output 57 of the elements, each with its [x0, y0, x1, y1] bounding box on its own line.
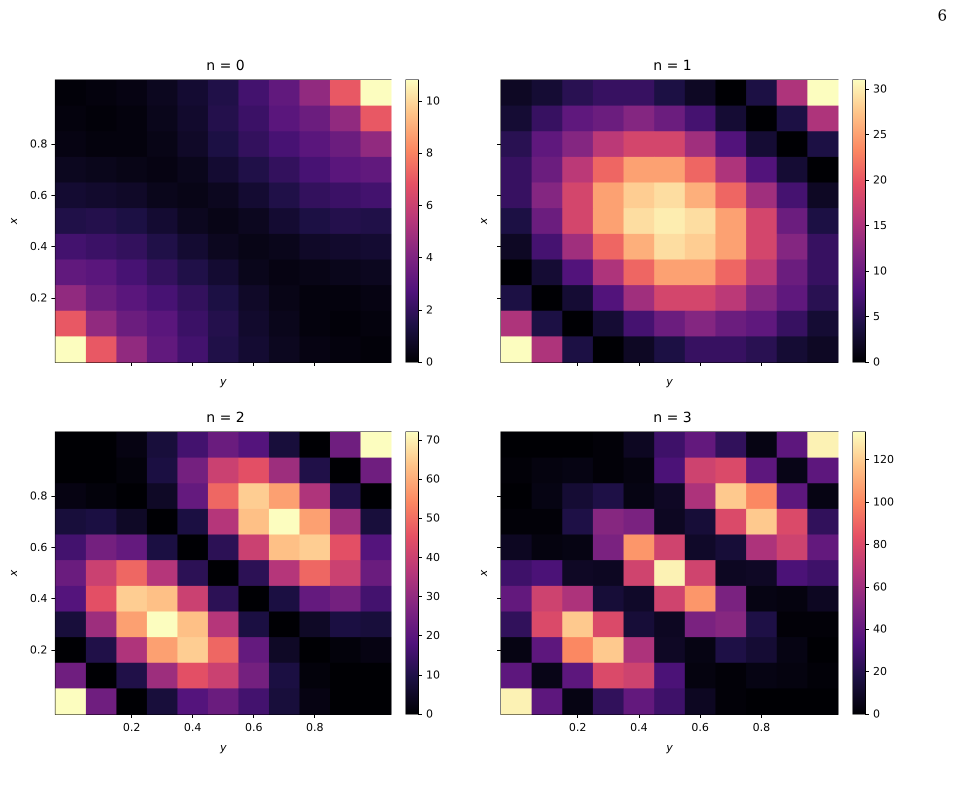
color-bar-label: 5	[873, 310, 880, 324]
x-tick-label: 0.2	[568, 721, 586, 734]
x-axis-title: y	[665, 741, 674, 754]
chart-title: n = 1	[653, 58, 692, 74]
y-tick-label: 0.6	[30, 188, 48, 202]
x-tick-label: 0.4	[184, 721, 202, 734]
x-tick-label: 0.6	[244, 721, 262, 734]
color-bar-label: 10	[426, 94, 440, 108]
color-bar-label: 30	[426, 590, 440, 603]
color-bar-label: 40	[873, 622, 887, 636]
color-bar-label: 60	[426, 472, 440, 486]
y-axis-title: x	[7, 569, 20, 578]
color-bar-label: 4	[426, 251, 433, 264]
color-bar-label: 15	[873, 219, 887, 232]
x-axis-title: y	[665, 375, 674, 388]
y-tick-label: 0.6	[30, 540, 48, 554]
x-tick-label: 0.8	[752, 721, 770, 734]
y-tick-label: 0.4	[30, 240, 48, 254]
x-axis-title: y	[218, 375, 227, 388]
color-bar-label: 10	[873, 264, 887, 278]
text: 6	[937, 6, 948, 24]
x-tick-label: 0.6	[691, 721, 709, 734]
y-axis-title: x	[477, 217, 490, 226]
y-axis-title: x	[7, 217, 20, 226]
color-bar-label: 40	[426, 550, 440, 564]
color-bar-label: 25	[873, 128, 887, 142]
y-tick-label: 0.8	[30, 490, 48, 503]
color-bar-label: 120	[873, 453, 894, 466]
color-bar-label: 0	[873, 708, 880, 720]
y-tick-label: 0.2	[30, 291, 48, 304]
y-tick-label: 0.4	[30, 592, 48, 606]
color-bar-label: 6	[426, 198, 433, 212]
color-bar-label: 80	[873, 538, 887, 551]
color-bar-label: 20	[873, 665, 887, 678]
chart-title: n = 2	[206, 410, 245, 426]
color-bar-label: 10	[426, 668, 440, 682]
y-tick-label: 0.2	[30, 643, 48, 656]
color-bar-label: 0	[873, 356, 880, 368]
x-axis-title: y	[218, 741, 227, 754]
color-bar-label: 0	[426, 356, 433, 368]
color-bar-label: 100	[873, 495, 894, 508]
chart-title: n = 0	[206, 58, 245, 74]
color-bar-label: 20	[873, 174, 887, 187]
color-bar-label: 70	[426, 433, 440, 446]
chart-title: n = 3	[653, 410, 692, 426]
color-bar-label: 2	[426, 303, 433, 316]
color-bar-label: 60	[873, 580, 887, 594]
color-bar-label: 8	[426, 146, 433, 160]
color-bar-label: 0	[426, 708, 433, 720]
y-tick-label: 0.8	[30, 138, 48, 151]
x-tick-label: 0.2	[122, 721, 140, 734]
x-tick-label: 0.8	[306, 721, 324, 734]
color-bar-label: 30	[873, 82, 887, 96]
color-bar-label: 50	[426, 512, 440, 525]
color-bar-label: 20	[426, 629, 440, 642]
y-axis-title: x	[477, 569, 490, 578]
x-tick-label: 0.4	[630, 721, 648, 734]
